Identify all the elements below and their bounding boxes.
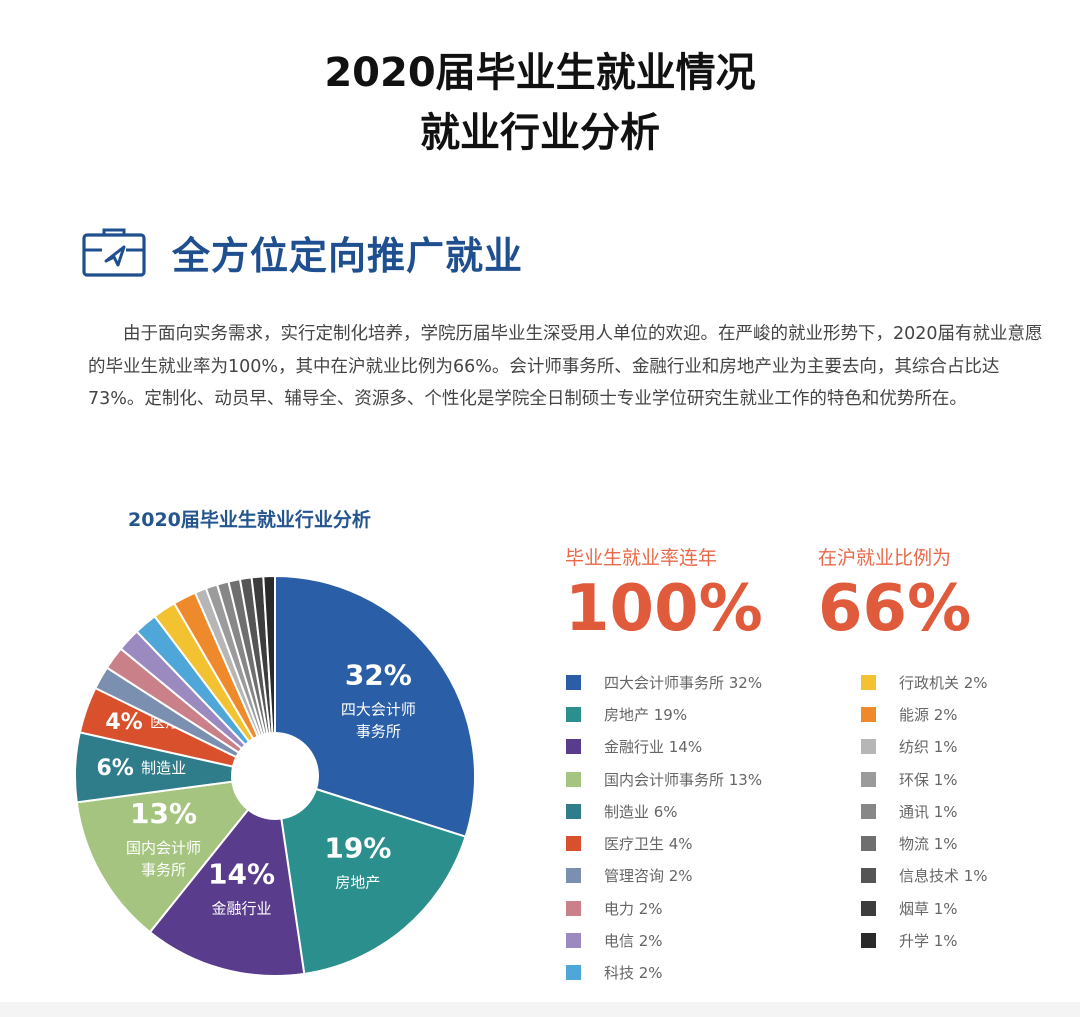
legend-swatch (566, 706, 581, 722)
slice-percent-label: 32% (345, 658, 412, 691)
pie-slice (273, 774, 467, 975)
pie-slice (262, 574, 276, 777)
legend-label: 国内会计师事务所 13% (604, 770, 763, 789)
legend-item: 电力 2% (566, 892, 762, 924)
legend-item: 物流 1% (861, 827, 988, 859)
slice-name-label: 事务所 (356, 722, 401, 740)
legend-swatch (566, 674, 581, 690)
bottom-divider (0, 1002, 1080, 1017)
slice-name-label: 事务所 (141, 861, 186, 879)
donut-hole (231, 732, 319, 820)
legend-item: 科技 2% (566, 957, 762, 989)
legend-label: 房地产 19% (604, 705, 688, 724)
legend-item: 房地产 19% (566, 698, 762, 730)
legend-swatch (861, 706, 876, 722)
pie-slice (274, 574, 476, 838)
legend-left: 四大会计师事务所 32% 房地产 19% 金融行业 14% 国内会计师事务所 13% 制… (566, 666, 762, 989)
legend-label: 管理咨询 2% (604, 867, 693, 886)
legend-item: 升学 1% (861, 924, 988, 956)
slice-percent-label: 6% (96, 756, 133, 781)
slice-name-label: 国内会计师 (126, 839, 201, 857)
slice-name-label: 四大会计师 (341, 700, 416, 718)
legend-swatch (566, 965, 581, 981)
legend-item: 行政机关 2% (861, 666, 988, 698)
legend-swatch (566, 771, 581, 787)
legend-item: 通讯 1% (861, 795, 988, 827)
legend-item: 信息技术 1% (861, 860, 988, 892)
page-subtitle: 就业行业分析 (420, 110, 660, 156)
legend-item: 环保 1% (861, 763, 988, 795)
legend-label: 金融行业 14% (604, 738, 703, 757)
legend-item: 烟草 1% (861, 892, 988, 924)
legend-swatch (861, 803, 876, 819)
legend-item: 能源 2% (861, 698, 988, 730)
kpi-employment-rate: 毕业生就业率连年 100% (565, 543, 763, 644)
legend-label: 制造业 6% (604, 802, 678, 821)
intro-paragraph: 由于面向实务需求，实行定制化培养，学院历届毕业生深受用人单位的欢迎。在严峻的就业… (88, 324, 1043, 409)
kpi-label: 毕业生就业率连年 (565, 547, 718, 569)
legend-swatch (861, 933, 876, 949)
legend-item: 金融行业 14% (566, 731, 762, 763)
section-title: 全方位定向推广就业 (172, 233, 524, 278)
slice-name-label: 房地产 (335, 874, 380, 892)
kpi-label: 在沪就业比例为 (818, 547, 952, 569)
chart-title: 2020届毕业生就业行业分析 (128, 509, 371, 531)
slice-percent-label: 14% (208, 858, 275, 891)
page-title: 2020届毕业生就业情况 (324, 50, 756, 96)
legend-label: 医疗卫生 4% (604, 835, 693, 854)
legend-label: 信息技术 1% (899, 867, 988, 886)
legend-label: 电信 2% (604, 932, 663, 951)
legend-label: 环保 1% (899, 770, 958, 789)
slice-percent-label: 19% (324, 832, 391, 865)
legend-swatch (566, 933, 581, 949)
kpi-value: 100% (565, 572, 763, 646)
legend-item: 制造业 6% (566, 795, 762, 827)
slice-name-label: 金融行业 (212, 900, 272, 918)
legend-item: 纺织 1% (861, 731, 988, 763)
kpi-value: 66% (818, 572, 972, 646)
legend-item: 医疗卫生 4% (566, 827, 762, 859)
legend-swatch (566, 900, 581, 916)
slice-name-label: 制造业 (141, 759, 186, 777)
legend-swatch (566, 739, 581, 755)
legend-label: 四大会计师事务所 32% (604, 673, 763, 692)
legend-label: 烟草 1% (899, 899, 958, 918)
legend-swatch (861, 739, 876, 755)
legend-label: 物流 1% (899, 835, 958, 854)
legend-swatch (566, 803, 581, 819)
legend-right: 行政机关 2% 能源 2% 纺织 1% 环保 1% 通讯 1% 物流 1% 信息技术 1% 烟… (861, 666, 988, 957)
pie-slice (75, 774, 278, 934)
legend-label: 科技 2% (604, 964, 663, 983)
section-header: 全方位定向推广就业 (82, 222, 523, 282)
legend-swatch (861, 836, 876, 852)
legend-label: 纺织 1% (899, 738, 958, 757)
legend-label: 升学 1% (899, 932, 958, 951)
legend-item: 管理咨询 2% (566, 860, 762, 892)
legend-swatch (861, 674, 876, 690)
legend-swatch (861, 900, 876, 916)
slice-percent-label: 4% (105, 710, 142, 735)
briefcase-icon (82, 228, 146, 277)
legend-item: 电信 2% (566, 924, 762, 956)
kpi-shanghai-ratio: 在沪就业比例为 66% (818, 543, 971, 644)
legend-label: 行政机关 2% (899, 673, 988, 692)
slice-percent-label: 13% (130, 797, 197, 830)
pie-slice (148, 773, 306, 977)
legend-item: 四大会计师事务所 32% (566, 666, 762, 698)
legend-swatch (566, 836, 581, 852)
legend-swatch (861, 771, 876, 787)
legend-label: 通讯 1% (899, 802, 958, 821)
legend-swatch (861, 868, 876, 884)
legend-swatch (566, 868, 581, 884)
legend-label: 电力 2% (604, 899, 663, 918)
legend-label: 能源 2% (899, 705, 958, 724)
legend-item: 国内会计师事务所 13% (566, 763, 762, 795)
